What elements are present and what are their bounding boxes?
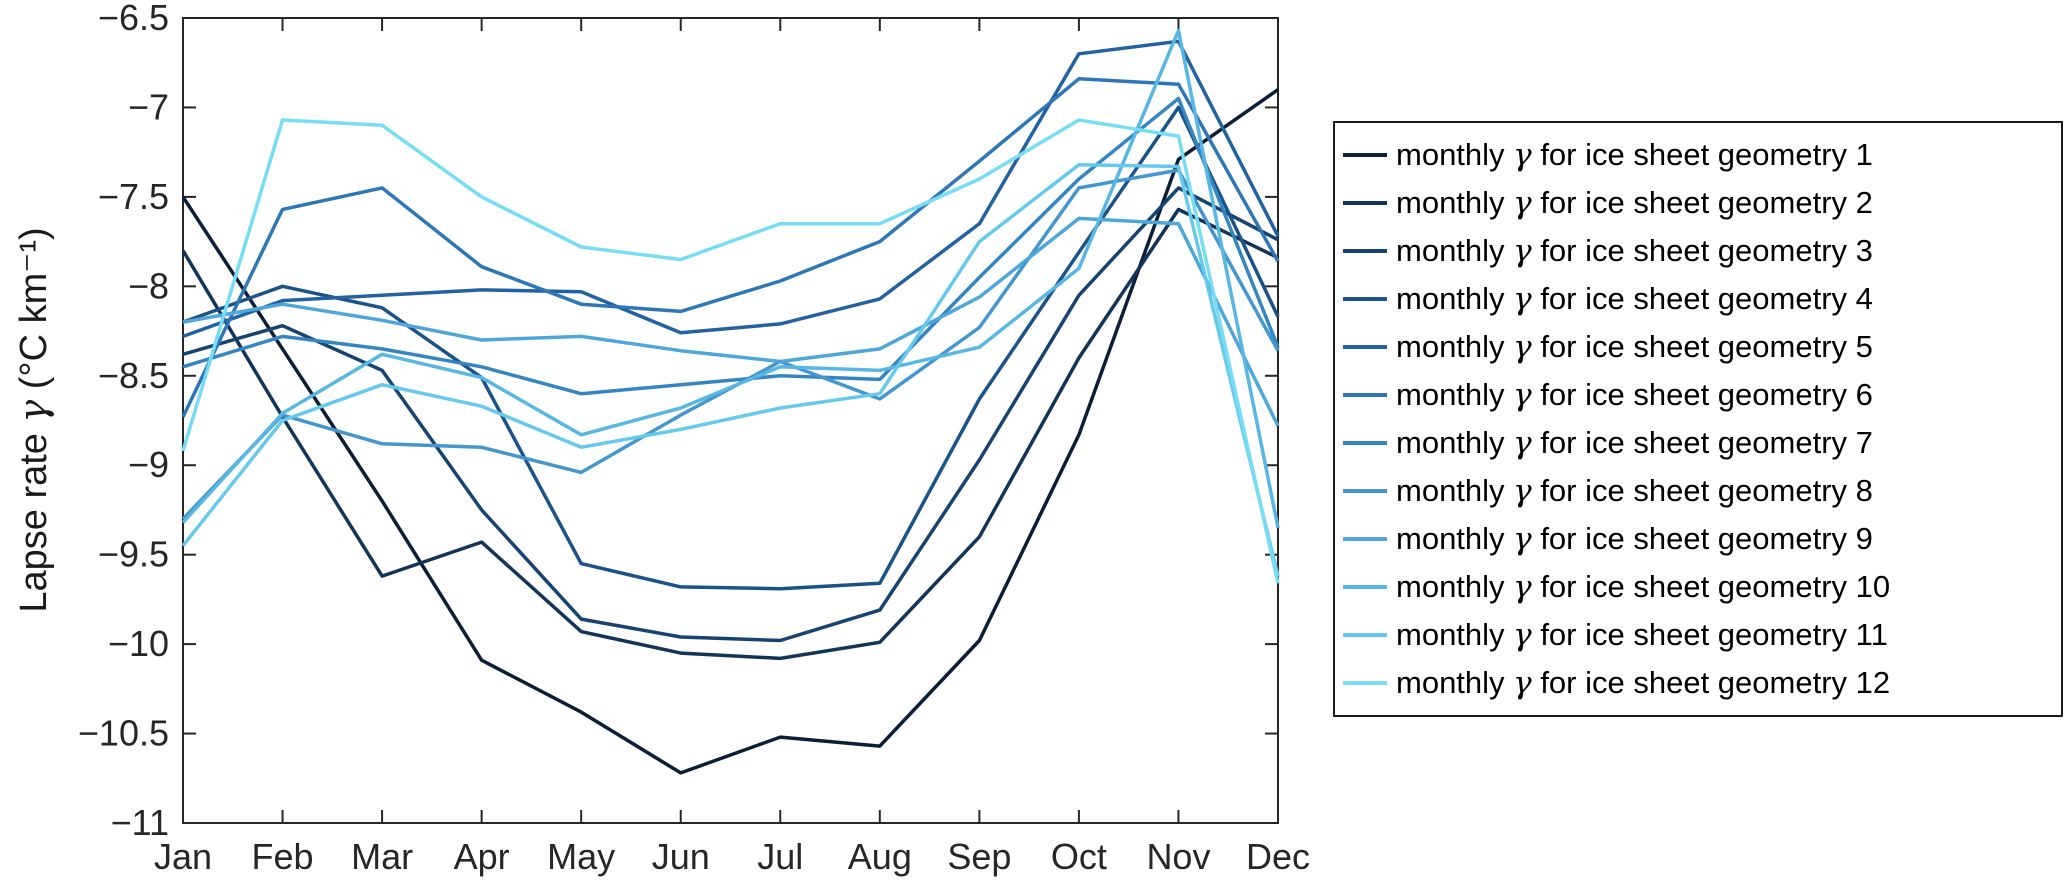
legend-line-swatch xyxy=(1343,681,1387,685)
legend-item-label: monthly γ for ice sheet geometry 3 xyxy=(1396,233,1873,269)
legend-line-swatch xyxy=(1343,537,1387,541)
x-tick-label: Mar xyxy=(351,836,413,877)
series-line-geometry-6 xyxy=(181,77,1280,418)
series-line-geometry-5 xyxy=(182,39,1280,339)
y-tick-label: −10 xyxy=(108,623,169,664)
x-tick-label: Oct xyxy=(1051,836,1107,877)
x-tick-label: Aug xyxy=(848,836,912,877)
y-tick-label: −7 xyxy=(128,86,169,127)
legend-item-label: monthly γ for ice sheet geometry 2 xyxy=(1396,185,1873,221)
series-line-geometry-3 xyxy=(182,186,1279,643)
y-tick-label: −9 xyxy=(128,444,169,485)
x-tick-label: Nov xyxy=(1146,836,1210,877)
legend-line-swatch xyxy=(1343,393,1387,397)
legend-item-geometry-11: monthly γ for ice sheet geometry 11 xyxy=(1335,611,2061,659)
legend-item-label: monthly γ for ice sheet geometry 7 xyxy=(1396,425,1873,461)
legend-item-geometry-9: monthly γ for ice sheet geometry 9 xyxy=(1335,515,2061,563)
legend-line-swatch xyxy=(1343,441,1387,445)
gamma-symbol: γ xyxy=(1513,473,1532,509)
legend-item-geometry-3: monthly γ for ice sheet geometry 3 xyxy=(1335,227,2061,275)
x-tick-label: Jan xyxy=(154,836,212,877)
y-axis-title: Lapse rate γ (°C km⁻¹) xyxy=(11,227,55,612)
series-line-geometry-2 xyxy=(181,207,1279,661)
gamma-symbol: γ xyxy=(1513,617,1532,653)
legend-item-label: monthly γ for ice sheet geometry 5 xyxy=(1396,329,1873,365)
legend-item-label: monthly γ for ice sheet geometry 11 xyxy=(1396,617,1888,653)
series-line-geometry-7 xyxy=(182,96,1280,396)
legend-line-swatch xyxy=(1343,153,1387,157)
legend-item-geometry-2: monthly γ for ice sheet geometry 2 xyxy=(1335,179,2061,227)
series-line-geometry-11 xyxy=(181,162,1280,577)
x-tick-label: Sep xyxy=(947,836,1011,877)
y-tick-label: −6.5 xyxy=(98,0,169,38)
legend-item-geometry-10: monthly γ for ice sheet geometry 10 xyxy=(1335,563,2061,611)
x-tick-label: Apr xyxy=(454,836,510,877)
legend-item-label: monthly γ for ice sheet geometry 10 xyxy=(1396,569,1891,605)
legend-line-swatch xyxy=(1343,201,1387,205)
series-line-geometry-10 xyxy=(181,28,1280,529)
legend-item-label: monthly γ for ice sheet geometry 1 xyxy=(1396,137,1873,173)
x-tick-label: Dec xyxy=(1246,836,1310,877)
legend-item-geometry-8: monthly γ for ice sheet geometry 8 xyxy=(1335,467,2061,515)
y-tick-label: −10.5 xyxy=(78,713,169,754)
legend-item-label: monthly γ for ice sheet geometry 6 xyxy=(1396,377,1873,413)
legend-line-swatch xyxy=(1343,345,1387,349)
x-tick-label: Jun xyxy=(652,836,710,877)
legend: monthly γ for ice sheet geometry 1 monthl… xyxy=(1333,121,2063,717)
legend-line-swatch xyxy=(1343,249,1387,253)
y-tick-label: −9.5 xyxy=(98,534,169,575)
legend-item-geometry-7: monthly γ for ice sheet geometry 7 xyxy=(1335,419,2061,467)
y-tick-label: −11 xyxy=(111,802,169,843)
legend-item-geometry-1: monthly γ for ice sheet geometry 1 xyxy=(1335,131,2061,179)
x-tick-label: Feb xyxy=(252,836,314,877)
y-tick-label: −7.5 xyxy=(98,176,169,217)
y-tick-label: −8 xyxy=(128,265,169,306)
plot-box xyxy=(182,17,1279,824)
legend-item-label: monthly γ for ice sheet geometry 12 xyxy=(1396,665,1891,701)
y-axis: −6.5 −7 −7.5 −8 −8.5 −9 −9.5 −10 −10.5 −11 xyxy=(78,0,1278,843)
series-line-geometry-4 xyxy=(182,105,1280,591)
series-line-geometry-12 xyxy=(181,118,1280,584)
series-line-geometry-9 xyxy=(182,216,1280,427)
x-axis: Jan Feb Mar Apr May Jun Jul Aug Sep Oct Nov Dec xyxy=(154,18,1310,877)
x-tick-label: Jul xyxy=(757,836,803,877)
legend-line-swatch xyxy=(1343,633,1387,637)
gamma-symbol: γ xyxy=(1513,185,1532,221)
legend-line-swatch xyxy=(1343,489,1387,493)
y-tick-label: −8.5 xyxy=(98,355,169,396)
series-line-geometry-1 xyxy=(181,88,1280,775)
gamma-symbol: γ xyxy=(1513,569,1532,605)
series-lines xyxy=(181,28,1280,775)
x-tick-label: May xyxy=(547,836,615,877)
legend-item-geometry-6: monthly γ for ice sheet geometry 6 xyxy=(1335,371,2061,419)
gamma-symbol: γ xyxy=(1513,665,1532,701)
legend-item-geometry-4: monthly γ for ice sheet geometry 4 xyxy=(1335,275,2061,323)
legend-item-geometry-5: monthly γ for ice sheet geometry 5 xyxy=(1335,323,2061,371)
legend-line-swatch xyxy=(1343,297,1387,301)
gamma-symbol: γ xyxy=(1513,377,1532,413)
gamma-symbol: γ xyxy=(1513,329,1532,365)
legend-line-swatch xyxy=(1343,585,1387,589)
gamma-symbol: γ xyxy=(1513,521,1532,557)
legend-item-label: monthly γ for ice sheet geometry 8 xyxy=(1396,473,1873,509)
gamma-symbol: γ xyxy=(1513,137,1532,173)
gamma-symbol: γ xyxy=(1513,425,1532,461)
gamma-symbol: γ xyxy=(1513,233,1532,269)
gamma-symbol: γ xyxy=(1513,281,1532,317)
legend-item-label: monthly γ for ice sheet geometry 9 xyxy=(1396,521,1873,557)
legend-item-geometry-12: monthly γ for ice sheet geometry 12 xyxy=(1335,659,2061,707)
legend-item-label: monthly γ for ice sheet geometry 4 xyxy=(1396,281,1873,317)
